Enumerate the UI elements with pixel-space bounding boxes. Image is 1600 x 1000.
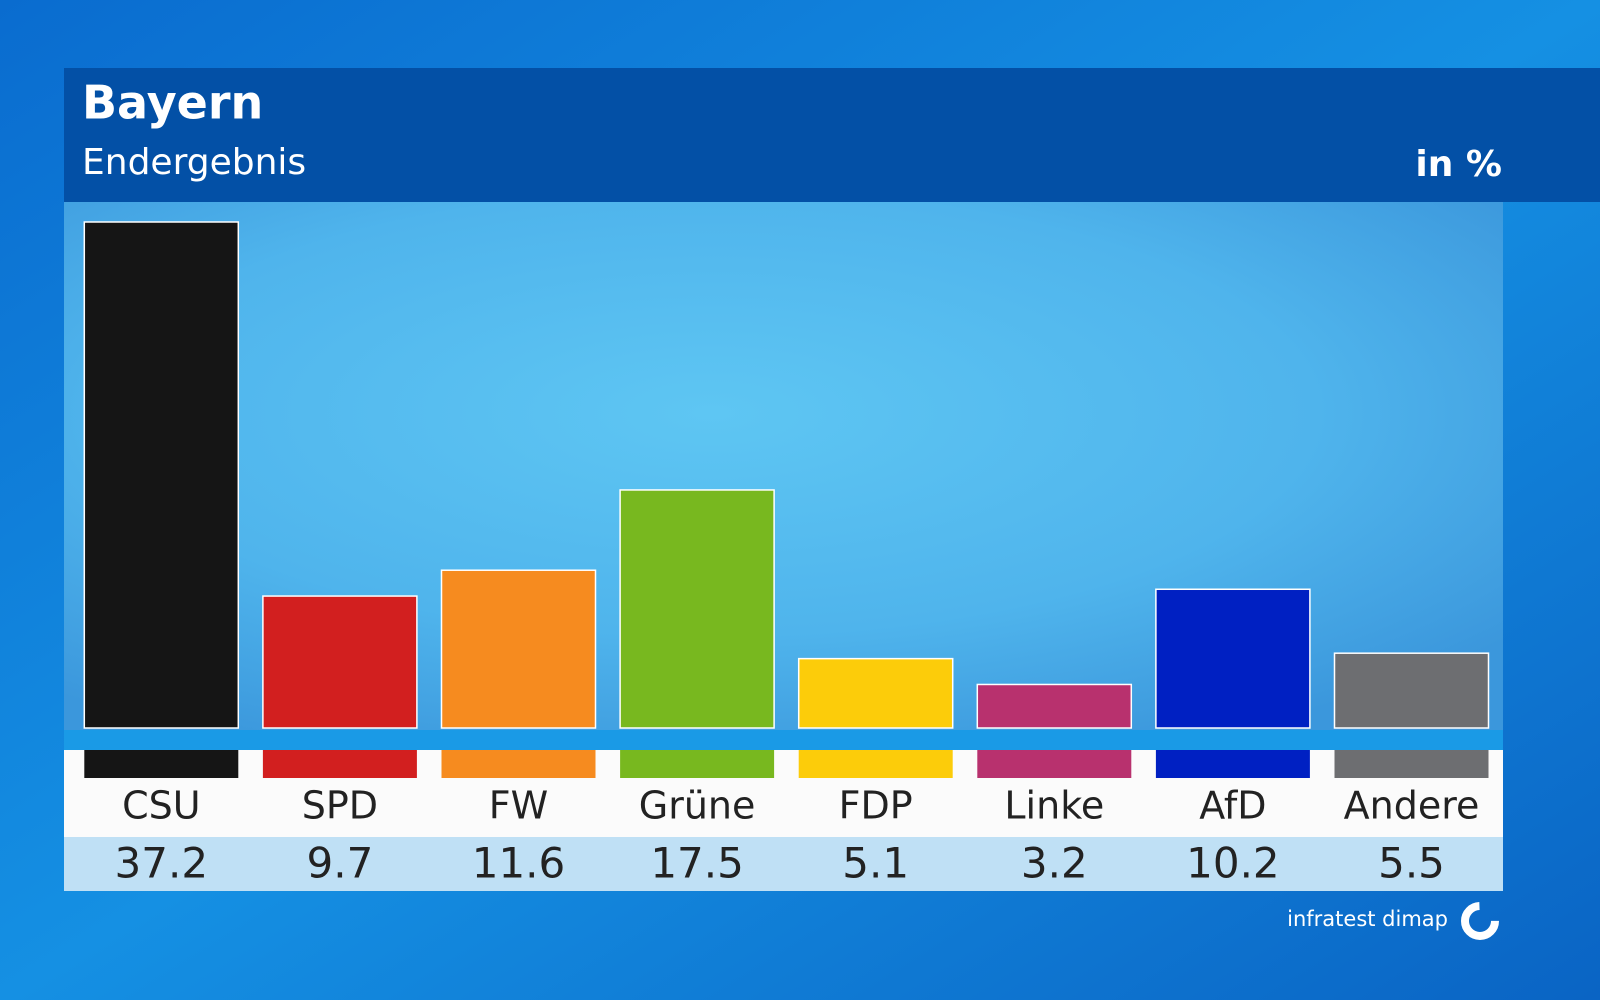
bar [976, 683, 1133, 729]
x-tick-label: SPD [302, 784, 378, 828]
color-strip [1334, 750, 1489, 778]
x-tick-label: CSU [122, 784, 200, 828]
bar [83, 221, 240, 729]
x-tick-label: AfD [1199, 784, 1266, 828]
color-strip [1155, 750, 1310, 778]
source-logo [1461, 902, 1499, 940]
bar [262, 595, 418, 729]
source: infratest dimap [1287, 907, 1448, 931]
baseline-strip [64, 730, 1503, 750]
color-strip [798, 750, 953, 778]
x-tick-label: Andere [1344, 784, 1480, 828]
color-strip [620, 750, 775, 778]
bar [1155, 588, 1311, 729]
value-band [64, 837, 1503, 891]
color-strip [441, 750, 596, 778]
color-strip [977, 750, 1132, 778]
bar [797, 657, 954, 729]
bar [619, 489, 775, 729]
value-label: 37.2 [115, 839, 209, 888]
value-label: 11.6 [472, 839, 566, 888]
x-tick-label: Grüne [639, 784, 756, 828]
bar [440, 569, 597, 729]
header-bar [64, 68, 1600, 202]
bar [1333, 652, 1490, 729]
unit-label: in % [1415, 144, 1502, 185]
value-label: 5.1 [842, 839, 909, 888]
chart-title: Bayern [82, 76, 263, 130]
value-label: 9.7 [307, 839, 374, 888]
x-tick-label: FDP [839, 784, 913, 828]
color-strip [84, 750, 239, 778]
color-strip [262, 750, 417, 778]
value-label: 3.2 [1021, 839, 1088, 888]
value-label: 5.5 [1378, 839, 1445, 888]
chart-subtitle: Endergebnis [82, 142, 306, 183]
value-label: 10.2 [1186, 839, 1280, 888]
x-tick-label: Linke [1004, 784, 1104, 828]
x-tick-label: FW [489, 784, 548, 828]
value-label: 17.5 [650, 839, 744, 888]
